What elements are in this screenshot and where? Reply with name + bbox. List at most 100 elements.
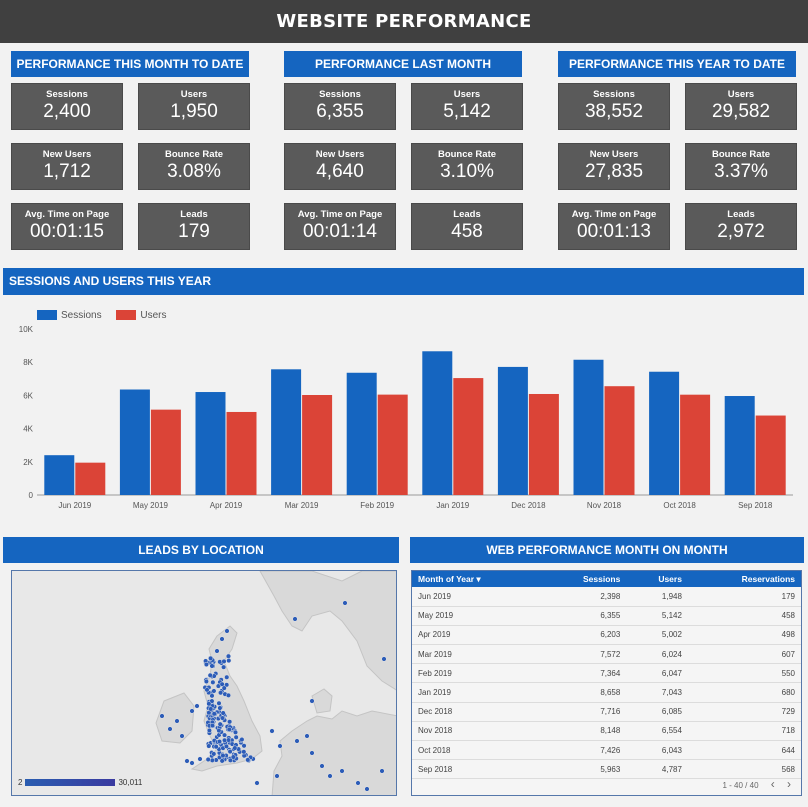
lead-marker[interactable] — [227, 757, 233, 763]
lead-marker[interactable] — [221, 685, 227, 691]
lead-marker[interactable] — [159, 713, 165, 719]
lead-marker[interactable] — [214, 648, 220, 654]
bar-users-may-2019[interactable] — [150, 409, 181, 495]
lead-marker[interactable] — [217, 705, 223, 711]
lead-marker[interactable] — [309, 698, 315, 704]
col-reservations[interactable]: Reservations — [687, 571, 801, 587]
bar-users-feb-2019[interactable] — [377, 394, 408, 495]
lead-marker[interactable] — [203, 661, 209, 668]
lead-marker[interactable] — [223, 743, 229, 749]
lead-marker[interactable] — [184, 758, 190, 764]
lead-marker[interactable] — [233, 734, 239, 740]
lead-marker[interactable] — [209, 723, 215, 729]
lead-marker[interactable] — [216, 700, 222, 706]
bar-sessions-nov-2018[interactable] — [573, 359, 604, 495]
lead-marker[interactable] — [269, 728, 275, 734]
lead-marker[interactable] — [209, 663, 215, 669]
bar-users-nov-2018[interactable] — [604, 386, 635, 495]
lead-marker[interactable] — [230, 754, 236, 760]
lead-marker[interactable] — [342, 600, 348, 606]
lead-marker[interactable] — [381, 656, 387, 662]
lead-marker[interactable] — [227, 749, 233, 755]
next-page-icon[interactable]: › — [787, 777, 791, 791]
bar-sessions-oct-2018[interactable] — [649, 371, 680, 495]
col-users[interactable]: Users — [626, 571, 688, 587]
lead-marker[interactable] — [254, 780, 260, 786]
bar-sessions-jun-2019[interactable] — [44, 455, 75, 495]
lead-marker[interactable] — [213, 744, 219, 750]
lead-marker[interactable] — [232, 729, 239, 735]
lead-marker[interactable] — [206, 743, 212, 749]
lead-marker[interactable] — [309, 750, 315, 756]
lead-marker[interactable] — [211, 751, 217, 757]
lead-marker[interactable] — [219, 681, 225, 687]
lead-marker[interactable] — [274, 773, 280, 779]
lead-marker[interactable] — [304, 733, 310, 739]
lead-marker[interactable] — [221, 664, 227, 670]
lead-marker[interactable] — [232, 745, 238, 751]
lead-marker[interactable] — [174, 718, 180, 724]
lead-marker[interactable] — [207, 672, 213, 678]
bar-sessions-feb-2019[interactable] — [346, 372, 377, 495]
lead-marker[interactable] — [225, 692, 231, 698]
lead-marker[interactable] — [339, 768, 345, 774]
lead-marker[interactable] — [227, 719, 233, 725]
leads-map[interactable]: 2 30,011 — [11, 570, 397, 796]
lead-marker[interactable] — [241, 749, 247, 755]
lead-marker[interactable] — [197, 756, 203, 762]
lead-marker[interactable] — [364, 786, 370, 792]
lead-marker[interactable] — [226, 658, 232, 664]
bar-sessions-mar-2019[interactable] — [271, 369, 302, 495]
lead-marker[interactable] — [217, 659, 223, 665]
lead-marker[interactable] — [294, 738, 300, 744]
lead-marker[interactable] — [219, 758, 225, 764]
lead-marker[interactable] — [226, 726, 232, 733]
lead-marker[interactable] — [355, 780, 361, 786]
lead-marker[interactable] — [205, 756, 211, 763]
lead-marker[interactable] — [216, 728, 222, 734]
lead-marker[interactable] — [218, 690, 224, 696]
col-month-of-year[interactable]: Month of Year ▾ — [412, 571, 542, 587]
bar-sessions-sep-2018[interactable] — [724, 396, 755, 495]
lead-marker[interactable] — [179, 733, 185, 739]
lead-marker[interactable] — [210, 679, 216, 685]
lead-marker[interactable] — [319, 763, 325, 769]
lead-marker[interactable] — [217, 721, 223, 727]
bar-users-sep-2018[interactable] — [755, 415, 786, 495]
lead-marker[interactable] — [220, 753, 226, 759]
lead-marker[interactable] — [379, 768, 385, 774]
lead-marker[interactable] — [277, 743, 283, 749]
bar-users-mar-2019[interactable] — [302, 395, 333, 495]
lead-marker[interactable] — [216, 739, 223, 745]
lead-marker[interactable] — [189, 708, 195, 714]
lead-marker[interactable] — [224, 628, 230, 634]
lead-marker[interactable] — [222, 737, 228, 743]
lead-marker[interactable] — [220, 710, 226, 716]
lead-marker[interactable] — [224, 674, 230, 680]
lead-marker[interactable] — [222, 732, 228, 738]
lead-marker[interactable] — [203, 678, 209, 685]
bar-sessions-may-2019[interactable] — [119, 389, 150, 495]
lead-marker[interactable] — [211, 711, 217, 717]
lead-marker[interactable] — [209, 757, 215, 763]
lead-marker[interactable] — [292, 616, 298, 622]
bar-users-jan-2019[interactable] — [453, 378, 484, 495]
bar-sessions-apr-2019[interactable] — [195, 392, 226, 495]
bar-users-jun-2019[interactable] — [75, 462, 106, 495]
lead-marker[interactable] — [209, 693, 215, 699]
lead-marker[interactable] — [206, 727, 212, 734]
lead-marker[interactable] — [239, 736, 245, 743]
prev-page-icon[interactable]: ‹ — [770, 777, 775, 791]
bar-users-oct-2018[interactable] — [680, 394, 711, 495]
lead-marker[interactable] — [221, 658, 227, 664]
lead-marker[interactable] — [204, 687, 210, 693]
lead-marker[interactable] — [245, 757, 251, 763]
lead-marker[interactable] — [206, 701, 212, 707]
bar-users-dec-2018[interactable] — [528, 393, 559, 495]
legend-item-users[interactable]: Users — [116, 310, 166, 321]
lead-marker[interactable] — [208, 706, 214, 712]
lead-marker[interactable] — [327, 773, 333, 779]
legend-item-sessions[interactable]: Sessions — [37, 310, 102, 321]
bar-users-apr-2019[interactable] — [226, 411, 257, 495]
lead-marker[interactable] — [219, 636, 225, 642]
